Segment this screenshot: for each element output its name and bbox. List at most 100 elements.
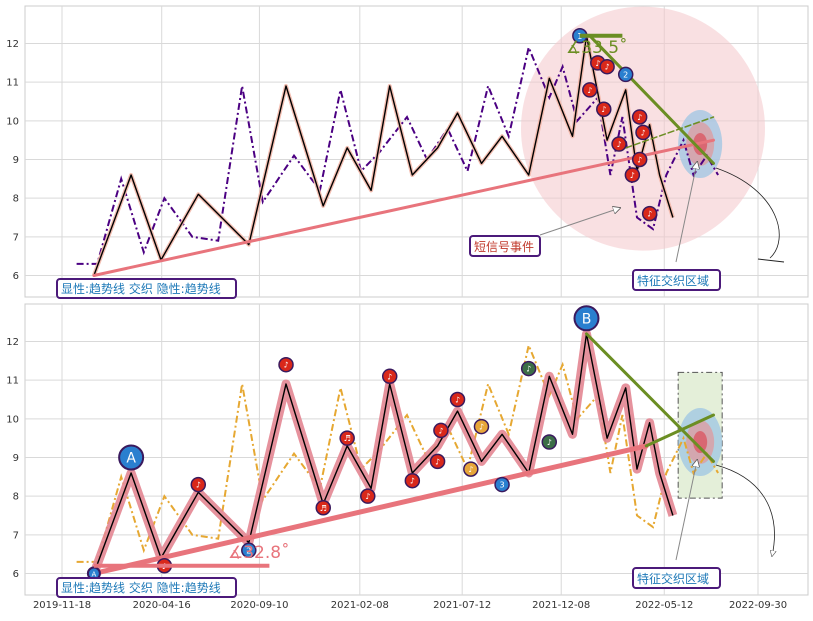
signal-marker: ♪ bbox=[596, 101, 612, 117]
signal-marker: ♪ bbox=[635, 124, 651, 141]
signal-marker: ♪ bbox=[631, 109, 648, 125]
signal-marker-dot bbox=[641, 205, 658, 222]
signal-marker: ♬ bbox=[339, 430, 355, 446]
price-series-line bbox=[76, 342, 719, 563]
signal-marker: ♪ bbox=[463, 461, 479, 477]
y-tick-label: 7 bbox=[13, 530, 19, 541]
signal-marker: ♪ bbox=[433, 422, 449, 439]
signal-marker-label: ♪ bbox=[526, 365, 531, 374]
zone-callout-box bbox=[632, 269, 721, 291]
signal-marker: ♪ bbox=[190, 476, 207, 493]
signal-marker: ♪ bbox=[360, 488, 376, 504]
signal-marker-label: 2 bbox=[246, 546, 251, 555]
signal-marker: ♪ bbox=[599, 58, 615, 75]
signal-marker: ♪ bbox=[611, 136, 627, 152]
signal-marker-dot bbox=[429, 453, 446, 470]
signal-marker-label: ♪ bbox=[410, 477, 415, 486]
signal-marker-dot bbox=[278, 356, 294, 373]
signal-marker-dot bbox=[339, 430, 355, 446]
signal-marker-label: ♪ bbox=[479, 423, 484, 432]
y-tick-label: 11 bbox=[6, 78, 19, 89]
signal-marker-label: ♪ bbox=[605, 63, 610, 72]
pivot-marker: A bbox=[118, 444, 145, 471]
signal-marker-label: ♪ bbox=[438, 426, 443, 435]
signal-marker-dot bbox=[473, 418, 490, 435]
signal-marker: ♪ bbox=[473, 418, 490, 435]
signal-marker-label: ♪ bbox=[587, 86, 592, 95]
signal-marker-label: ♪ bbox=[547, 438, 552, 447]
signal-marker-label: ♪ bbox=[601, 105, 606, 114]
pivot-marker-dot bbox=[118, 444, 145, 471]
y-tick-label: 8 bbox=[13, 194, 19, 205]
signal-marker-label: ♬ bbox=[320, 504, 327, 513]
signal-marker-label: ♪ bbox=[637, 113, 642, 122]
y-tick-label: 6 bbox=[13, 271, 19, 282]
signal-callout-arrow bbox=[539, 208, 620, 236]
legend-box bbox=[56, 577, 237, 598]
signal-callout-text: 短信号事件 bbox=[474, 240, 534, 254]
upper-trendline bbox=[585, 332, 715, 463]
y-tick-label: 12 bbox=[6, 39, 19, 50]
y-tick-label: 10 bbox=[6, 116, 19, 127]
signal-marker: ♪ bbox=[520, 360, 537, 377]
signal-marker: ♪ bbox=[582, 82, 598, 98]
signal-marker-dot bbox=[541, 434, 558, 450]
zone-callout-box bbox=[632, 567, 721, 589]
pivot-marker-label: B bbox=[582, 311, 592, 327]
y-tick-label: 9 bbox=[13, 453, 19, 464]
price-series-line bbox=[76, 44, 719, 265]
signal-marker-label: ♪ bbox=[630, 171, 635, 180]
signal-marker-dot bbox=[494, 476, 510, 493]
x-tick-label: 2020-04-16 bbox=[133, 600, 191, 611]
signal-marker-dot bbox=[617, 66, 634, 83]
signal-marker-dot bbox=[635, 124, 651, 141]
y-tick-label: 6 bbox=[13, 569, 19, 580]
signal-marker: ♪ bbox=[449, 391, 466, 408]
signal-marker: ♪ bbox=[404, 472, 421, 489]
lower-trendline bbox=[92, 138, 715, 277]
signal-marker-dot bbox=[631, 109, 648, 125]
x-tick-label: 2022-09-30 bbox=[729, 600, 787, 611]
upper-trendline bbox=[588, 34, 715, 165]
signal-marker-label: ♪ bbox=[455, 396, 460, 405]
signal-marker-label: ♪ bbox=[647, 210, 652, 219]
signal-marker-label: ♪ bbox=[640, 128, 645, 137]
signal-marker-label: ♪ bbox=[637, 156, 642, 165]
x-tick-label: 2021-12-08 bbox=[532, 600, 590, 611]
x-tick-label: 2021-02-08 bbox=[331, 600, 389, 611]
zigzag-line bbox=[93, 35, 674, 276]
y-tick-label: 11 bbox=[6, 376, 19, 387]
legend-box-text: 显性:趋势线 交织 隐性:趋势线 bbox=[61, 580, 221, 595]
x-tick-label: 2022-05-12 bbox=[635, 600, 693, 611]
signal-marker-dot bbox=[596, 101, 612, 117]
signal-marker-label: ♪ bbox=[435, 457, 440, 466]
signal-marker-dot bbox=[404, 472, 421, 489]
signal-marker-label: 3 bbox=[500, 481, 505, 490]
signal-marker-dot bbox=[381, 368, 398, 385]
lower-trendline bbox=[91, 443, 649, 576]
curved-arrow bbox=[715, 464, 774, 556]
signal-marker-dot bbox=[360, 488, 376, 504]
y-tick-label: 12 bbox=[6, 337, 19, 348]
signal-marker: ♪ bbox=[278, 356, 294, 373]
lower-trendline-extension bbox=[644, 413, 715, 448]
signal-marker: ♪ bbox=[381, 368, 398, 385]
pivot-marker-label: A bbox=[126, 451, 136, 467]
signal-marker-dot bbox=[449, 391, 466, 408]
signal-marker-label: ♪ bbox=[387, 372, 392, 381]
signal-marker: 2 bbox=[617, 66, 634, 83]
signal-marker-dot bbox=[582, 82, 598, 98]
legend-box bbox=[56, 278, 237, 299]
signal-marker: 2 bbox=[241, 542, 257, 559]
signal-marker-label: ♬ bbox=[344, 434, 351, 443]
signal-marker-dot bbox=[624, 167, 641, 183]
curved-arrow bbox=[715, 167, 780, 259]
zone-callout-arrow bbox=[675, 162, 697, 263]
pivot-marker: B bbox=[573, 305, 600, 332]
signal-marker: ♪ bbox=[429, 453, 446, 470]
x-tick-label: 2021-07-12 bbox=[433, 600, 491, 611]
pivot-marker-dot bbox=[573, 305, 600, 332]
y-tick-label: 10 bbox=[6, 414, 19, 425]
feature-ellipse-inner bbox=[693, 431, 708, 454]
